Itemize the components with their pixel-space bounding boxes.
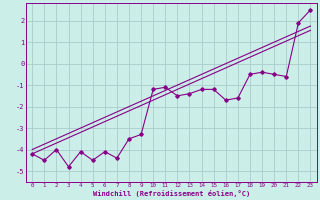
X-axis label: Windchill (Refroidissement éolien,°C): Windchill (Refroidissement éolien,°C): [93, 190, 250, 197]
